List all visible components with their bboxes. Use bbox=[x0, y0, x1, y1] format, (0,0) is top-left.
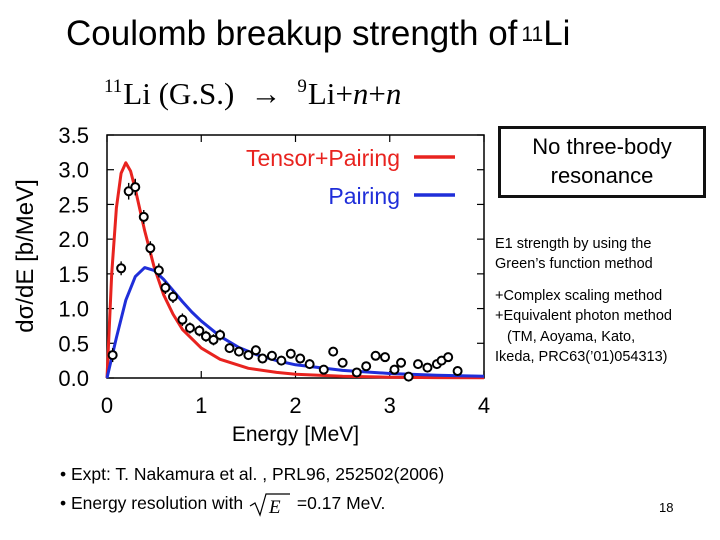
reference-note-line-2: +Equivalent photon method bbox=[495, 308, 672, 325]
data-point bbox=[396, 357, 407, 368]
y-tick-label: 0.0 bbox=[58, 366, 89, 391]
reaction-neutron-2: n bbox=[385, 76, 402, 111]
data-point bbox=[177, 314, 188, 325]
page-title: Coulomb breakup strength of 11Li bbox=[66, 14, 570, 54]
sqrt-e-formula: E bbox=[248, 489, 292, 518]
data-point bbox=[153, 265, 164, 276]
data-point bbox=[243, 350, 254, 361]
reference-note: +Complex scaling method +Equivalent phot… bbox=[495, 286, 672, 367]
data-point bbox=[389, 364, 400, 375]
legend-tensor-pairing-label: Tensor+Pairing bbox=[246, 145, 400, 171]
legend-pairing-label: Pairing bbox=[328, 183, 400, 209]
data-point bbox=[233, 346, 244, 357]
callout-line-1: No three-body bbox=[532, 134, 672, 160]
reaction-plus-1: + bbox=[335, 76, 353, 111]
page-number: 18 bbox=[659, 500, 674, 515]
reaction-rhs-element: Li bbox=[307, 76, 336, 111]
title-text: Coulomb breakup strength of bbox=[66, 14, 518, 53]
data-point bbox=[138, 211, 149, 222]
data-point bbox=[160, 282, 171, 293]
reference-note-line-4: Ikeda, PRC63(’01)054313) bbox=[495, 348, 668, 365]
data-point bbox=[422, 362, 433, 373]
reaction-equation: 11Li (G.S.) → 9Li+n+n bbox=[104, 76, 401, 112]
callout-line-2: resonance bbox=[550, 163, 654, 188]
data-point bbox=[403, 371, 414, 382]
data-point bbox=[276, 355, 287, 366]
reaction-lhs: Li (G.S.) bbox=[123, 76, 235, 111]
tensor-pairing-curve bbox=[105, 161, 485, 380]
bullet-experiment: • Expt: T. Nakamura et al. , PRL96, 2525… bbox=[60, 464, 445, 484]
data-point bbox=[130, 182, 141, 193]
data-point bbox=[370, 350, 381, 361]
data-point bbox=[184, 323, 195, 334]
y-tick-label: 2.5 bbox=[58, 192, 89, 217]
x-tick-label: 4 bbox=[478, 393, 490, 418]
data-point bbox=[318, 364, 329, 375]
data-point bbox=[443, 352, 454, 363]
method-note-line-2: Green’s function method bbox=[495, 256, 653, 273]
x-axis-label: Energy [MeV] bbox=[232, 423, 359, 446]
bullet-resolution-value: =0.17 MeV. bbox=[296, 492, 386, 513]
reaction-neutron-1: n bbox=[352, 76, 369, 111]
title-mass-number: 11 bbox=[521, 23, 544, 46]
pairing-curve bbox=[105, 266, 485, 379]
data-point bbox=[107, 350, 118, 361]
data-point bbox=[167, 291, 178, 302]
x-tick-label: 3 bbox=[384, 393, 396, 418]
data-point bbox=[380, 352, 391, 363]
reaction-arrow-icon: → bbox=[250, 76, 282, 111]
y-axis-label: dσ/dE [b/MeV] bbox=[12, 179, 39, 333]
data-point bbox=[328, 346, 339, 357]
bullet-list: • Expt: T. Nakamura et al. , PRL96, 2525… bbox=[60, 460, 444, 518]
y-tick-label: 1.5 bbox=[58, 262, 89, 287]
data-point bbox=[304, 359, 315, 370]
reference-note-line-1: +Complex scaling method bbox=[495, 288, 663, 304]
data-point bbox=[208, 334, 219, 345]
data-point bbox=[452, 366, 463, 377]
x-tick-label: 2 bbox=[289, 393, 301, 418]
y-tick-label: 1.0 bbox=[58, 297, 89, 322]
data-point bbox=[285, 348, 296, 359]
bullet-resolution-text: • Energy resolution with bbox=[60, 492, 244, 513]
data-point bbox=[257, 353, 268, 364]
y-tick-label: 3.5 bbox=[58, 123, 89, 148]
data-point bbox=[116, 263, 127, 274]
method-note: E1 strength by using the Green’s functio… bbox=[495, 234, 653, 275]
x-tick-label: 0 bbox=[101, 393, 113, 418]
data-point bbox=[266, 350, 277, 361]
data-point bbox=[194, 325, 205, 336]
method-note-line-1: E1 strength by using the bbox=[495, 236, 652, 252]
reaction-lhs-mass: 11 bbox=[104, 76, 123, 97]
title-element: Li bbox=[543, 14, 571, 53]
sqrt-e-symbol: E bbox=[268, 497, 281, 518]
data-point bbox=[361, 361, 372, 372]
data-point bbox=[145, 243, 156, 254]
reaction-rhs-mass: 9 bbox=[297, 76, 307, 97]
y-tick-label: 2.0 bbox=[58, 227, 89, 252]
data-point bbox=[337, 357, 348, 368]
plot-frame bbox=[106, 134, 485, 379]
reaction-plus-2: + bbox=[368, 76, 386, 111]
bullet-resolution: • Energy resolution with E =0.17 MeV. bbox=[60, 489, 444, 518]
resonance-callout: No three-body resonance bbox=[498, 126, 706, 198]
data-point bbox=[224, 343, 235, 354]
data-point bbox=[295, 353, 306, 364]
data-point bbox=[413, 359, 424, 370]
y-tick-label: 0.5 bbox=[58, 331, 89, 356]
data-point bbox=[250, 345, 261, 356]
data-point bbox=[215, 329, 226, 340]
y-tick-label: 3.0 bbox=[58, 158, 89, 183]
reference-note-line-3: (TM, Aoyama, Kato, bbox=[507, 328, 636, 345]
x-tick-label: 1 bbox=[195, 393, 207, 418]
data-point bbox=[351, 367, 362, 378]
